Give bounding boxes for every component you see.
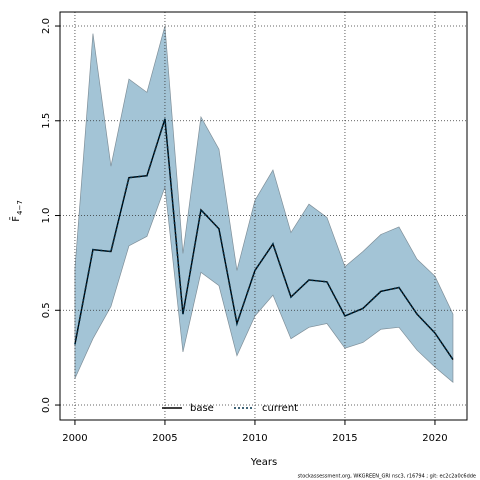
- y-label-main: F̄: [9, 216, 22, 222]
- y-tick-label: 2.0: [41, 18, 52, 34]
- x-tick-label: 2000: [62, 433, 87, 444]
- x-tick-label: 2010: [242, 433, 267, 444]
- x-axis-label: Years: [250, 457, 277, 468]
- y-axis-label: F̄ 4−7: [9, 200, 24, 222]
- series-line: [74, 118, 454, 360]
- plot-frame: [59, 11, 468, 421]
- y-tick-label: 0.5: [41, 302, 52, 318]
- legend-label: base: [190, 403, 214, 414]
- y-label-sub: 4−7: [16, 200, 24, 215]
- x-tick-label: 2005: [152, 433, 177, 444]
- y-tick-label: 0.0: [41, 397, 52, 413]
- y-tick-label: 1.5: [41, 113, 52, 129]
- legend-label: current: [262, 403, 298, 414]
- y-tick-label: 1.0: [41, 208, 52, 224]
- x-tick-label: 2020: [422, 433, 447, 444]
- x-tick-label: 2015: [332, 433, 357, 444]
- confidence-band: [74, 25, 454, 384]
- footer: stockassessment.org, WKGREEN_GRI nsc3, r…: [298, 474, 476, 480]
